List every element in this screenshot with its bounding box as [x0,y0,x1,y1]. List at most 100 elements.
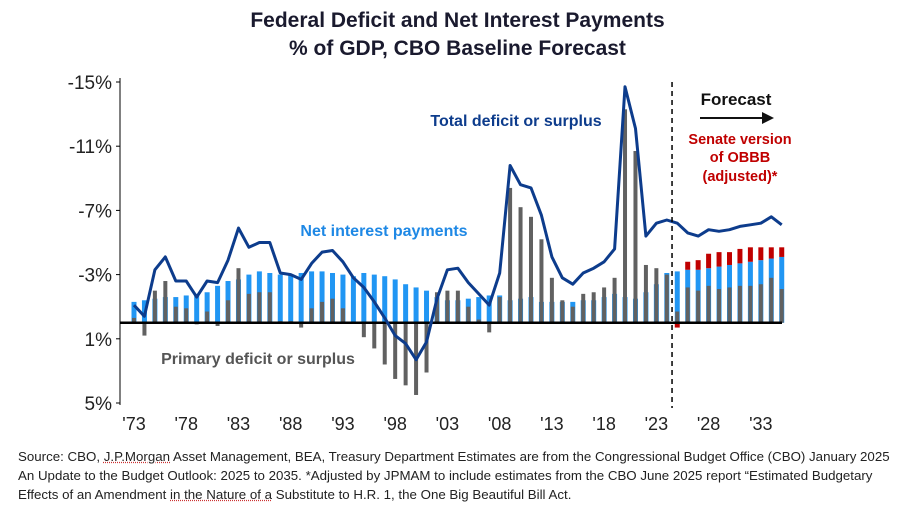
y-tick-label: -11% [69,137,112,158]
net-interest-bar [361,272,367,323]
primary-bar [549,277,554,323]
senate-obbb-bar [758,247,764,261]
primary-bar [497,297,502,323]
primary-bar [706,285,711,323]
senate-obbb-bar [779,247,785,257]
net-interest-bar [674,271,680,323]
y-tick-label: 1% [85,330,113,351]
primary-bar [267,292,272,323]
primary-deficit-label: Primary deficit or surplus [161,351,355,368]
net-interest-bar [350,276,356,323]
net-interest-bar [329,272,335,323]
primary-bar [518,207,523,323]
net-interest-bar [486,295,492,323]
senate-obbb-bar [747,247,753,262]
source-text-1: Source: CBO, [18,449,104,464]
primary-bar [748,285,753,323]
net-interest-bar [392,279,398,323]
primary-bar [727,287,732,323]
net-interest-bar [131,301,137,323]
net-interest-bar [340,274,346,323]
primary-bar [142,322,147,336]
primary-bar [445,290,450,323]
x-tick-label: '23 [645,414,668,434]
x-tick-label: '08 [488,414,511,434]
x-tick-label: '78 [175,414,198,434]
primary-bar [152,290,157,323]
primary-bar [528,216,533,323]
primary-bar [434,292,439,323]
total-deficit-label: Total deficit or surplus [430,113,601,130]
primary-bar [257,292,262,323]
net-interest-bar [319,271,325,323]
source-text-ul: in the Nature of a [170,487,273,502]
primary-bar [570,306,575,323]
primary-bar [372,322,377,349]
x-tick-label: '28 [697,414,720,434]
net-interest-bar [204,292,210,323]
primary-bar [476,319,481,323]
forecast-label: Forecast [701,90,772,109]
senate-label-line3: (adjusted)* [703,169,778,185]
primary-bar [591,292,596,323]
x-tick-label: '88 [279,414,302,434]
source-note: Source: CBO, J.P.Morgan Asset Management… [18,447,908,504]
primary-bar [205,311,210,323]
primary-bar [769,277,774,323]
x-tick-label: '73 [122,414,145,434]
primary-bar [737,285,742,323]
primary-bar [602,287,607,323]
source-text-3: Substitute to H.R. 1, the One Big Beauti… [272,487,572,502]
source-text-2: Asset Management, BEA, Treasury Departme… [18,449,890,502]
primary-bar [675,311,680,323]
primary-bar [236,268,241,323]
senate-label-line2: of OBBB [710,150,770,166]
source-text-jpm: J.P.Morgan [103,449,171,464]
net-interest-bar [403,284,409,323]
primary-bar [424,322,429,373]
x-tick-label: '03 [436,414,459,434]
forecast-arrow-icon [762,112,774,124]
x-tick-label: '98 [383,414,406,434]
senate-obbb-bar [695,260,701,270]
senate-obbb-bar [674,322,680,328]
primary-bar [758,284,763,323]
primary-bar [299,322,304,328]
primary-bar [466,306,471,323]
primary-bar [330,298,335,323]
primary-bar [664,274,669,323]
y-tick-label: -3% [78,266,112,287]
primary-bar [393,322,398,379]
senate-obbb-bar [716,252,722,267]
x-tick-label: '93 [331,414,354,434]
primary-bar [226,300,231,323]
primary-bar [560,300,565,323]
primary-bar [403,322,408,386]
primary-bar [382,322,387,365]
primary-bar [508,187,513,323]
net-interest-bar [371,274,377,323]
chart-title-line2: % of GDP, CBO Baseline Forecast [289,37,626,60]
primary-bar [163,281,168,323]
senate-obbb-bar [685,261,691,270]
senate-obbb-bar [726,252,732,265]
y-tick-label: 5% [85,394,113,415]
primary-bar [612,277,617,323]
primary-bar [246,293,251,323]
primary-bar [633,151,638,323]
net-interest-bar [288,274,294,323]
x-tick-label: '18 [592,414,615,434]
y-tick-label: -15% [68,73,112,94]
primary-bar [623,109,628,323]
primary-bar [539,239,544,323]
primary-bar [173,306,178,323]
x-tick-label: '33 [749,414,772,434]
net-interest-bar [424,290,430,323]
primary-bar [361,322,366,338]
net-interest-bar [194,293,200,323]
primary-bar [309,308,314,323]
x-tick-label: '83 [227,414,250,434]
total-deficit-line [132,85,783,362]
chart-title-line1: Federal Deficit and Net Interest Payment… [250,9,665,32]
